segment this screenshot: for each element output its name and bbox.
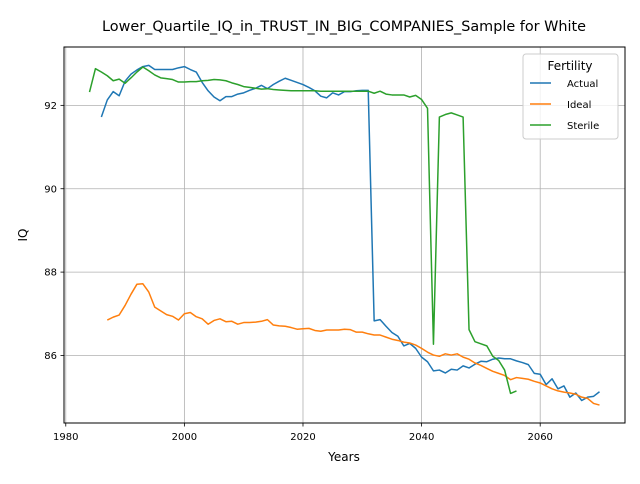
chart-title: Lower_Quartile_IQ_in_TRUST_IN_BIG_COMPAN… — [102, 19, 586, 35]
x-tick-label: 2060 — [527, 432, 552, 443]
series-line-sterile — [88, 66, 517, 395]
y-tick-label: 90 — [44, 184, 57, 195]
legend-label-actual: Actual — [567, 79, 598, 90]
x-axis-label: Years — [327, 450, 360, 464]
plot-area-frame — [63, 46, 626, 424]
legend-label-sterile: Sterile — [567, 121, 599, 132]
legend: Fertility Actual Ideal Sterile — [522, 53, 619, 140]
x-tick-label: 2000 — [172, 432, 197, 443]
x-tick-label: 2040 — [409, 432, 434, 443]
y-tick-label: 92 — [44, 101, 57, 112]
series-lines — [88, 64, 600, 406]
y-tick-label: 86 — [44, 351, 57, 362]
y-axis-label: IQ — [16, 229, 30, 242]
axis-ticks: 1980 2000 2020 2040 2060 86 88 90 92 — [44, 101, 553, 443]
legend-label-ideal: Ideal — [567, 100, 591, 111]
series-line-ideal — [106, 283, 600, 406]
legend-title: Fertility — [547, 59, 592, 73]
legend-box — [522, 53, 619, 140]
legend-entries: Actual Ideal Sterile — [530, 79, 599, 132]
x-tick-label: 2020 — [290, 432, 315, 443]
x-tick-label: 1980 — [53, 432, 78, 443]
y-tick-label: 88 — [44, 268, 57, 279]
